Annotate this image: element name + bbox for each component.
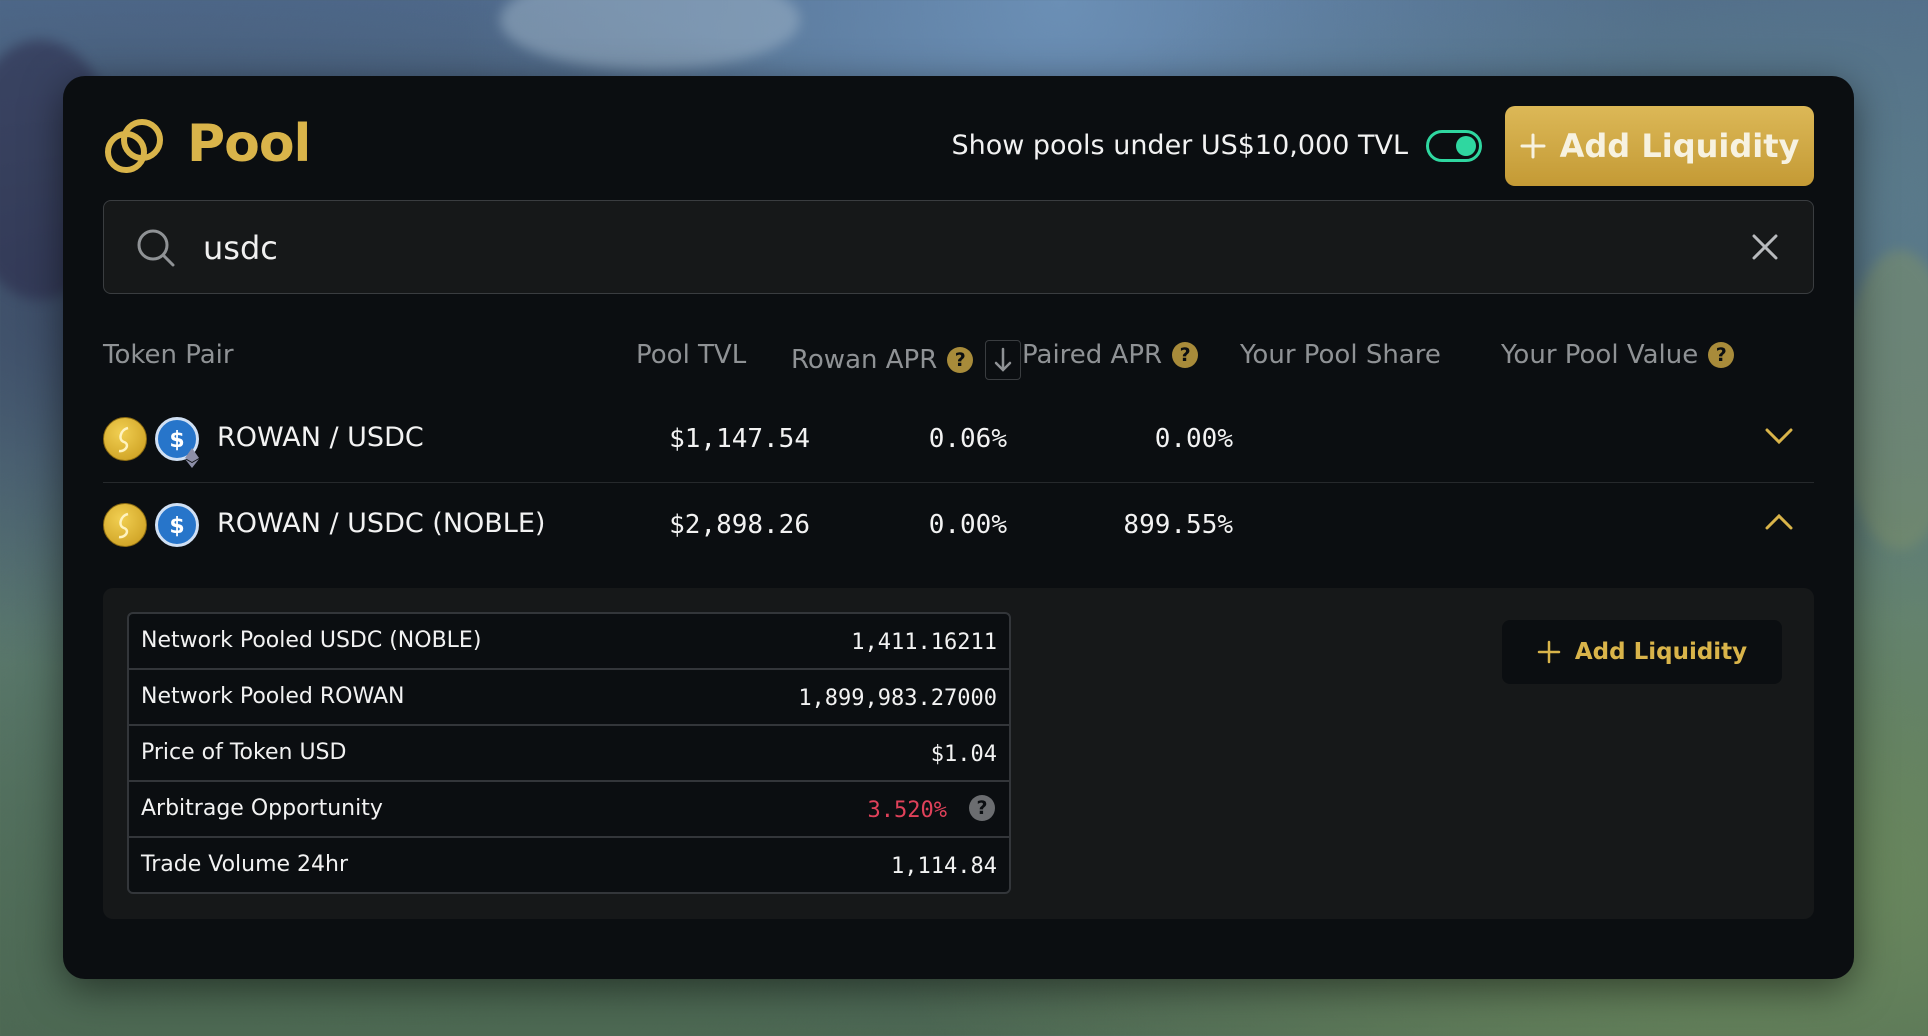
help-icon[interactable]: ? bbox=[969, 795, 995, 821]
column-header-rowan-apr[interactable]: Rowan APR ? bbox=[791, 340, 1022, 380]
pool-details-panel: Network Pooled USDC (NOBLE) 1,411.16211 … bbox=[103, 588, 1814, 919]
column-header-label: Your Pool Share bbox=[1240, 340, 1441, 370]
details-label: Network Pooled USDC (NOBLE) bbox=[141, 628, 482, 653]
column-header-label: Rowan APR bbox=[791, 345, 938, 375]
pool-logo-icon bbox=[105, 119, 163, 173]
paired-apr-value: 899.55% bbox=[1123, 510, 1233, 540]
background-sky bbox=[500, 0, 800, 70]
details-row: Trade Volume 24hr 1,114.84 bbox=[129, 836, 1009, 892]
pool-tvl-value: $2,898.26 bbox=[669, 510, 810, 540]
pool-tvl-value: $1,147.54 bbox=[669, 424, 810, 454]
add-liquidity-button[interactable]: Add Liquidity bbox=[1505, 106, 1814, 186]
column-header-token-pair: Token Pair bbox=[103, 340, 234, 370]
details-label: Trade Volume 24hr bbox=[141, 852, 349, 877]
details-row: Network Pooled USDC (NOBLE) 1,411.16211 bbox=[129, 614, 1009, 668]
details-value: 1,114.84 bbox=[891, 854, 997, 879]
svg-text:$: $ bbox=[169, 514, 184, 539]
token-pair-label: ROWAN / USDC (NOBLE) bbox=[217, 508, 546, 539]
plus-icon bbox=[1537, 640, 1561, 664]
search-icon bbox=[137, 229, 175, 267]
column-header-label: Paired APR bbox=[1022, 340, 1163, 370]
row-divider bbox=[103, 482, 1814, 483]
background-foliage bbox=[1840, 250, 1928, 550]
help-icon[interactable]: ? bbox=[947, 347, 974, 373]
token-pair-label: ROWAN / USDC bbox=[217, 422, 424, 453]
pool-card: Pool Show pools under US$10,000 TVL Add … bbox=[63, 76, 1854, 979]
details-row: Price of Token USD $1.04 bbox=[129, 724, 1009, 780]
details-value: $1.04 bbox=[930, 742, 997, 767]
help-icon[interactable]: ? bbox=[1708, 342, 1735, 368]
details-label: Network Pooled ROWAN bbox=[141, 684, 405, 709]
search-input[interactable] bbox=[201, 219, 1705, 277]
details-label: Arbitrage Opportunity bbox=[141, 796, 383, 821]
column-header-your-pool-share[interactable]: Your Pool Share bbox=[1240, 340, 1441, 370]
rowan-apr-value: 0.00% bbox=[928, 510, 1007, 540]
close-icon[interactable] bbox=[1751, 233, 1779, 261]
details-label: Price of Token USD bbox=[141, 740, 347, 765]
pool-header: Pool Show pools under US$10,000 TVL Add … bbox=[103, 106, 1814, 186]
column-header-label: Pool TVL bbox=[636, 340, 747, 370]
arbitrage-value: 3.520% bbox=[867, 798, 947, 823]
plus-icon bbox=[1520, 133, 1546, 159]
column-header-pool-tvl[interactable]: Pool TVL bbox=[636, 340, 746, 370]
add-liquidity-label: Add Liquidity bbox=[1574, 639, 1748, 665]
ethereum-icon bbox=[185, 448, 199, 468]
small-pools-toggle-label: Show pools under US$10,000 TVL bbox=[951, 130, 1408, 161]
rowan-token-icon bbox=[103, 417, 147, 461]
column-header-your-pool-value[interactable]: Your Pool Value ? bbox=[1501, 340, 1735, 370]
chevron-up-icon[interactable] bbox=[1764, 512, 1794, 532]
toggle-knob bbox=[1456, 136, 1476, 156]
usdc-token-icon: $ bbox=[155, 503, 199, 547]
rowan-token-icon bbox=[103, 503, 147, 547]
arrow-down-icon bbox=[995, 347, 1012, 372]
pool-details-table: Network Pooled USDC (NOBLE) 1,411.16211 … bbox=[127, 612, 1011, 894]
sort-button[interactable] bbox=[985, 340, 1022, 380]
add-liquidity-pool-button[interactable]: Add Liquidity bbox=[1502, 620, 1782, 684]
search-bar bbox=[103, 200, 1814, 294]
svg-text:$: $ bbox=[169, 428, 184, 453]
details-value: 1,411.16211 bbox=[851, 630, 997, 655]
add-liquidity-label: Add Liquidity bbox=[1559, 127, 1800, 165]
help-icon[interactable]: ? bbox=[1172, 342, 1199, 368]
small-pools-toggle[interactable] bbox=[1426, 130, 1482, 162]
paired-apr-value: 0.00% bbox=[1154, 424, 1233, 454]
details-row: Network Pooled ROWAN 1,899,983.27000 bbox=[129, 668, 1009, 724]
column-header-label: Your Pool Value bbox=[1501, 340, 1699, 370]
rowan-apr-value: 0.06% bbox=[928, 424, 1007, 454]
column-header-label: Token Pair bbox=[103, 340, 234, 370]
pool-row[interactable]: $ ROWAN / USDC (NOBLE) $2,898.26 0.00% 8… bbox=[103, 482, 1814, 568]
chevron-down-icon[interactable] bbox=[1764, 426, 1794, 446]
page-title: Pool bbox=[187, 114, 311, 174]
details-value: 1,899,983.27000 bbox=[798, 686, 997, 711]
pool-row[interactable]: $ ROWAN / USDC $1,147.54 0.06% 0.00% bbox=[103, 396, 1814, 482]
details-row: Arbitrage Opportunity 3.520% ? bbox=[129, 780, 1009, 836]
column-header-paired-apr[interactable]: Paired APR ? bbox=[1022, 340, 1199, 370]
